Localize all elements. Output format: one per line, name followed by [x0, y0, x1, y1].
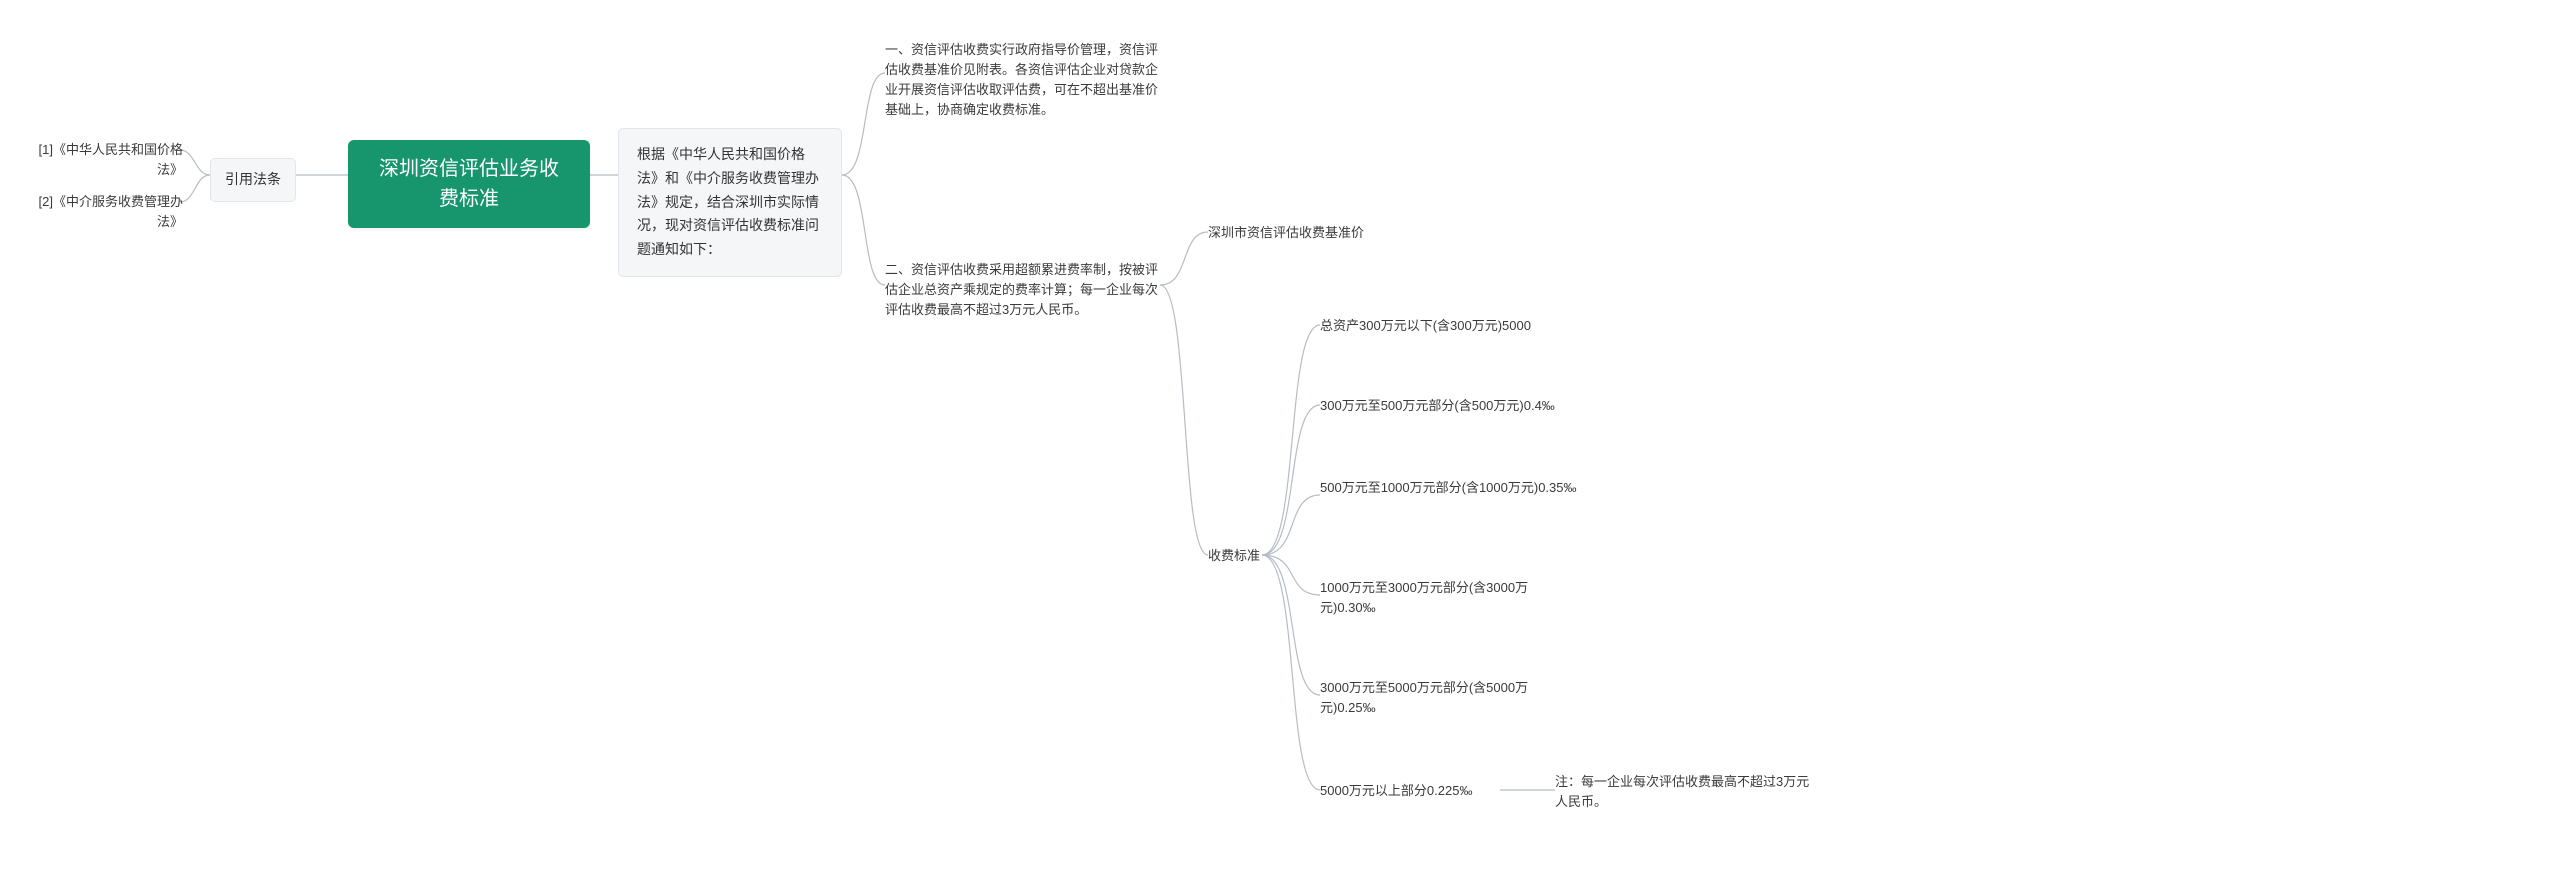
- intro-box: 根据《中华人民共和国价格法》和《中介服务收费管理办法》规定，结合深圳市实际情况，…: [618, 128, 842, 277]
- fee-row-5: 5000万元以上部分0.225‰: [1320, 781, 1500, 801]
- fee-row-4: 3000万元至5000万元部分(含5000万元)0.25‰: [1320, 678, 1580, 718]
- ref-item-1: [1]《中华人民共和国价格法》: [28, 140, 183, 180]
- fee-row-2: 500万元至1000万元部分(含1000万元)0.35‰: [1320, 478, 1580, 498]
- fee-note: 注：每一企业每次评估收费最高不超过3万元人民币。: [1555, 772, 1815, 812]
- cite-label-box: 引用法条: [210, 158, 296, 202]
- item-2: 二、资信评估收费采用超额累进费率制，按被评估企业总资产乘规定的费率计算；每一企业…: [885, 260, 1160, 320]
- fee-label: 收费标准: [1208, 546, 1260, 566]
- fee-row-1: 300万元至500万元部分(含500万元)0.4‰: [1320, 396, 1580, 416]
- item-2-subtitle: 深圳市资信评估收费基准价: [1208, 223, 1468, 243]
- fee-row-0: 总资产300万元以下(含300万元)5000: [1320, 316, 1580, 336]
- connectors-svg: [0, 0, 2560, 895]
- fee-row-3: 1000万元至3000万元部分(含3000万元)0.30‰: [1320, 578, 1580, 618]
- mindmap-canvas: [1]《中华人民共和国价格法》 [2]《中介服务收费管理办法》 引用法条 深圳资…: [0, 0, 2560, 895]
- item-1: 一、资信评估收费实行政府指导价管理，资信评估收费基准价见附表。各资信评估企业对贷…: [885, 40, 1160, 121]
- root-node: 深圳资信评估业务收费标准: [348, 140, 590, 228]
- ref-item-2: [2]《中介服务收费管理办法》: [28, 192, 183, 232]
